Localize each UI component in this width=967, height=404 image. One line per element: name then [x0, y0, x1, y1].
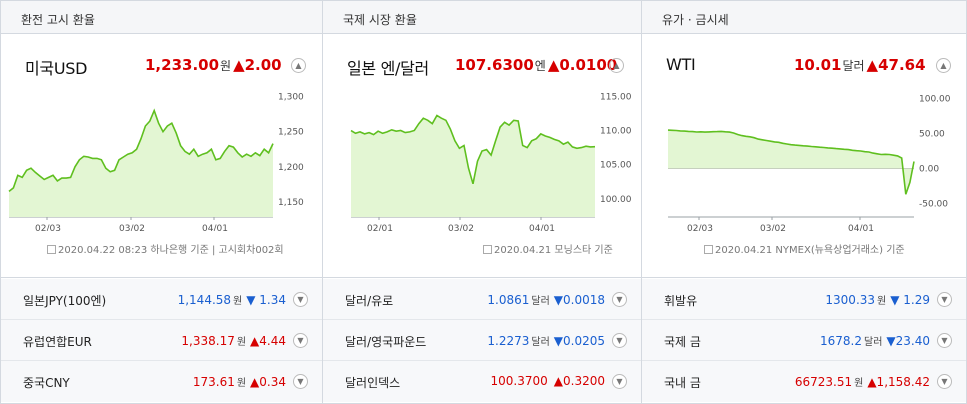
x-tick-label: 04/01 [529, 224, 555, 231]
x-tick-label: 03/02 [448, 224, 474, 231]
list-item[interactable]: 휘발유 1300.33 원 ▼ 1.29 ▼ [642, 279, 966, 320]
series-line [8, 108, 274, 193]
chevron-up-icon[interactable]: ▲ [936, 58, 951, 73]
list-item[interactable]: 달러/영국파운드 1.2273 달러 ▼0.0205 ▼ [323, 320, 641, 361]
panel-intl-fx: 국제 시장 환율 일본 엔/달러 107.6300엔 ▲0.0100 ▲ 115.… [323, 1, 642, 403]
calendar-icon [704, 245, 713, 254]
panel-exchange: 환전 고시 환율 미국USD 1,233.00원 ▲2.00 ▲ 1,300 1,2… [1, 1, 323, 403]
panel-header[interactable]: 유가 · 금시세 [642, 1, 966, 34]
featured-change: ▲2.00 [233, 56, 282, 74]
chart-wti: 100.00 50.00 0.00 -50.00 02/03 03/02 04/01 [667, 95, 951, 231]
chevron-down-icon[interactable]: ▼ [937, 292, 952, 307]
chevron-down-icon[interactable]: ▼ [612, 292, 627, 307]
featured-price: 107.6300엔 ▲0.0100 [455, 56, 617, 74]
y-tick-label: 100.00 [919, 95, 951, 105]
chevron-up-icon[interactable]: ▲ [291, 58, 306, 73]
chart-jpy: 115.00 110.00 105.00 100.00 02/01 03/02 04/01 [350, 92, 632, 231]
featured-price: 10.01달러 ▲47.64 [794, 56, 926, 74]
series-line [350, 114, 596, 185]
chevron-down-icon[interactable]: ▼ [612, 333, 627, 348]
y-tick-label: 100.00 [600, 195, 632, 205]
featured-name[interactable]: WTI [666, 55, 696, 74]
featured-change: ▲0.0100 [547, 56, 618, 74]
list-item[interactable]: 국내 금 66723.51 원 ▲1,158.42 ▼ [642, 361, 966, 402]
chevron-down-icon[interactable]: ▼ [937, 374, 952, 389]
featured-name[interactable]: 일본 엔/달러 [347, 59, 429, 78]
y-tick-label: 1,300 [278, 93, 304, 103]
list-item[interactable]: 유럽연합EUR 1,338.17 원 ▲4.44 ▼ [1, 320, 322, 361]
y-tick-label: 1,200 [278, 163, 304, 173]
chevron-down-icon[interactable]: ▼ [937, 333, 952, 348]
x-tick-label: 04/01 [848, 224, 874, 231]
featured-unit: 엔 [534, 59, 546, 73]
calendar-icon [47, 245, 56, 254]
list-item[interactable]: 일본JPY(100엔) 1,144.58 원 ▼ 1.34 ▼ [1, 279, 322, 320]
x-tick-label: 02/03 [687, 224, 713, 231]
y-tick-label: 110.00 [600, 127, 632, 137]
chart-usd: 1,300 1,250 1,200 1,150 02/03 03/02 04/01 [8, 93, 304, 231]
featured-value: 107.6300 [455, 56, 534, 74]
rate-list: 일본JPY(100엔) 1,144.58 원 ▼ 1.34 ▼ 유럽연합EUR 1,338… [1, 279, 322, 402]
chevron-down-icon[interactable]: ▼ [612, 374, 627, 389]
rate-list: 휘발유 1300.33 원 ▼ 1.29 ▼ 국제 금 1678.2 달러 ▼23.40 ▼ 국… [642, 279, 966, 402]
list-item[interactable]: 달러/유로 1.0861 달러 ▼0.0018 ▼ [323, 279, 641, 320]
source-note: 2020.04.21 NYMEX(뉴욕상업거래소) 기준 [704, 241, 905, 256]
series-line [667, 129, 915, 195]
y-tick-label: 50.00 [919, 130, 945, 140]
panel-header[interactable]: 환전 고시 환율 [1, 1, 322, 34]
y-tick-label: 115.00 [600, 92, 632, 102]
chevron-up-icon[interactable]: ▲ [609, 58, 624, 73]
list-item[interactable]: 국제 금 1678.2 달러 ▼23.40 ▼ [642, 320, 966, 361]
x-tick-label: 02/01 [367, 224, 393, 231]
area-fill [351, 115, 595, 217]
panel-oil-gold: 유가 · 금시세 WTI 10.01달러 ▲47.64 ▲ 100.00 50.00… [642, 1, 966, 403]
area-fill [668, 130, 914, 195]
list-item[interactable]: 중국CNY 173.61 원 ▲0.34 ▼ [1, 361, 322, 402]
y-tick-label: 105.00 [600, 161, 632, 171]
area-fill [9, 110, 273, 217]
featured-change: ▲47.64 [866, 56, 926, 74]
x-tick-label: 03/02 [760, 224, 786, 231]
panel-header[interactable]: 국제 시장 환율 [323, 1, 641, 34]
y-tick-label: 1,250 [278, 128, 304, 138]
x-tick-label: 04/01 [202, 224, 228, 231]
x-tick-label: 03/02 [119, 224, 145, 231]
featured-price: 1,233.00원 ▲2.00 [145, 56, 282, 74]
source-note: 2020.04.22 08:23 하나은행 기준 | 고시회차002회 [47, 241, 284, 256]
rate-list: 달러/유로 1.0861 달러 ▼0.0018 ▼ 달러/영국파운드 1.2273 달러 ▼0… [323, 279, 641, 402]
y-tick-label: 0.00 [919, 164, 939, 174]
chevron-down-icon[interactable]: ▼ [293, 333, 308, 348]
featured-value: 1,233.00 [145, 56, 220, 74]
x-tick-label: 02/03 [35, 224, 61, 231]
featured-value: 10.01 [794, 56, 842, 74]
calendar-icon [483, 245, 492, 254]
y-tick-label: -50.00 [919, 199, 948, 209]
featured-name[interactable]: 미국USD [25, 59, 88, 78]
source-note: 2020.04.21 모닝스타 기준 [483, 241, 613, 256]
featured-unit: 원 [220, 59, 232, 73]
chevron-down-icon[interactable]: ▼ [293, 374, 308, 389]
list-item[interactable]: 달러인덱스 100.3700 ▲0.3200 ▼ [323, 361, 641, 402]
chevron-down-icon[interactable]: ▼ [293, 292, 308, 307]
y-tick-label: 1,150 [278, 198, 304, 208]
featured-unit: 달러 [842, 59, 865, 73]
